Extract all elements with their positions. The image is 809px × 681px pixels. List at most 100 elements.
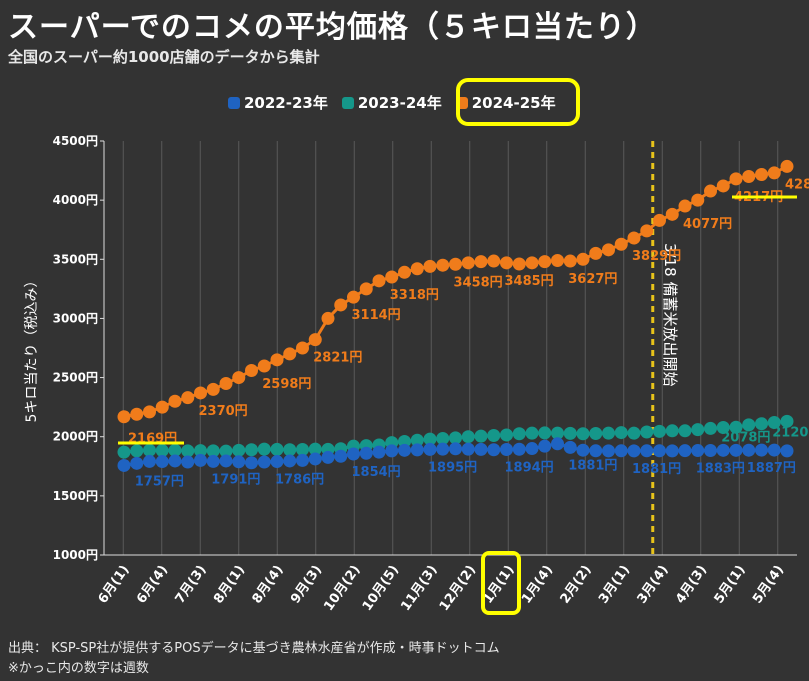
data-point: [627, 444, 641, 458]
x-tick-label: 7月(3): [173, 563, 210, 607]
data-point: [359, 446, 373, 460]
data-point: [296, 341, 309, 355]
data-point: [487, 443, 501, 457]
data-point: [117, 445, 131, 459]
data-point: [742, 443, 756, 457]
x-tick-label: 2月(2): [558, 563, 595, 607]
data-point: [691, 423, 705, 437]
data-point: [678, 444, 692, 458]
data-point: [576, 427, 590, 441]
data-point: [678, 199, 692, 213]
legend-item-2022[interactable]: 2022-23年: [228, 92, 328, 113]
data-label: 2821円: [313, 351, 362, 366]
y-tick-label: 3000円: [53, 311, 98, 325]
data-point: [563, 440, 577, 454]
data-point: [461, 256, 475, 270]
data-point: [308, 452, 322, 466]
data-point: [780, 414, 794, 428]
data-point: [194, 453, 207, 467]
data-label: 1894円: [505, 460, 554, 475]
data-point: [691, 444, 705, 458]
data-point: [334, 298, 348, 312]
x-tick-label: 1月(1): [481, 563, 518, 607]
data-point: [194, 444, 207, 458]
data-label: 4285円: [785, 177, 809, 192]
data-point: [474, 429, 488, 443]
data-point: [551, 437, 564, 451]
data-point: [500, 442, 513, 456]
data-point: [232, 371, 246, 385]
data-point: [130, 456, 144, 470]
data-point: [423, 432, 437, 446]
data-point: [474, 442, 488, 456]
x-tick-label: 1月(4): [519, 563, 556, 607]
data-point: [436, 442, 450, 456]
data-point: [347, 290, 360, 304]
data-label: 1895円: [428, 460, 477, 475]
data-label: 3485円: [505, 274, 554, 289]
data-point: [742, 169, 756, 183]
data-point: [665, 424, 679, 438]
legend-label-2022: 2022-23年: [244, 94, 328, 112]
data-point: [602, 444, 615, 458]
data-point: [232, 455, 246, 469]
legend-highlight-box: [456, 78, 580, 126]
data-point: [755, 417, 768, 431]
y-axis-label: 5キロ当たり（税込み）: [24, 274, 40, 423]
data-label: 2120円: [772, 426, 809, 441]
data-point: [563, 254, 577, 268]
data-point: [563, 426, 577, 440]
x-tick-label: 10月(2): [321, 563, 363, 614]
data-label: 4077円: [683, 217, 732, 232]
y-tick-label: 2000円: [53, 430, 98, 444]
data-point: [449, 442, 462, 456]
data-point: [257, 442, 271, 456]
legend-item-2023[interactable]: 2023-24年: [341, 92, 442, 113]
x-tick-label: 9月(3): [288, 563, 325, 607]
legend-swatch-2022: [228, 96, 240, 109]
data-point: [640, 444, 654, 458]
data-point: [257, 455, 271, 469]
data-point: [206, 454, 220, 468]
data-point: [219, 376, 233, 390]
data-point: [423, 259, 437, 273]
data-point: [729, 443, 743, 457]
legend-swatch-2023: [341, 96, 354, 109]
release-marker-label: 3/18 備蓄米放出開始: [661, 243, 679, 386]
data-point: [130, 407, 144, 421]
data-point: [321, 450, 335, 464]
y-tick-label: 1000円: [53, 548, 98, 562]
data-point: [780, 444, 794, 458]
data-point: [372, 445, 386, 459]
data-point: [168, 454, 182, 468]
data-point: [449, 257, 462, 271]
x-label-highlight-box: [481, 551, 521, 615]
data-point: [627, 231, 641, 245]
data-point: [308, 333, 322, 347]
data-point: [423, 442, 437, 456]
data-point: [283, 347, 297, 361]
data-point: [614, 426, 628, 440]
x-tick-label: 3月(1): [596, 563, 633, 607]
data-point: [461, 430, 475, 444]
data-point: [270, 353, 284, 367]
y-tick-label: 3500円: [53, 252, 98, 266]
data-point: [168, 394, 182, 408]
data-point: [372, 274, 386, 288]
data-label: 1757円: [135, 474, 184, 489]
data-label: 3829円: [632, 249, 681, 264]
data-point: [665, 207, 679, 221]
data-label: 1791円: [211, 472, 260, 487]
data-point: [767, 166, 781, 180]
data-point: [181, 391, 195, 405]
data-point: [691, 193, 705, 207]
data-point: [410, 443, 424, 457]
data-point: [410, 262, 424, 276]
data-point: [640, 224, 654, 238]
data-point: [716, 443, 730, 457]
data-point: [487, 429, 501, 443]
data-point: [143, 454, 156, 468]
data-point: [729, 172, 743, 186]
source-note: 出典： KSP-SP社が提供するPOSデータに基づき農林水産省が作成・時事ドット…: [8, 641, 500, 656]
